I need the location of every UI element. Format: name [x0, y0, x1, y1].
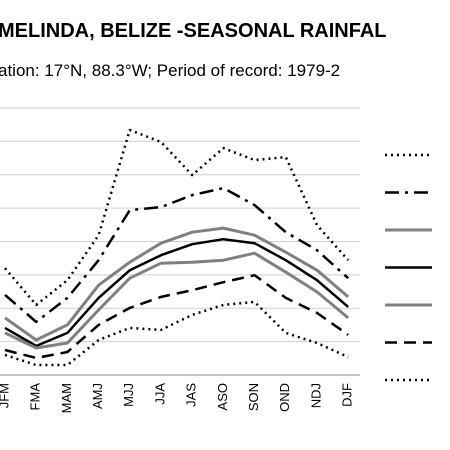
series-line	[4, 226, 350, 342]
chart-subtitle: ation: 17°N, 88.3°W; Period of record: 1…	[0, 61, 340, 80]
series-line	[4, 300, 349, 367]
x-tick-label: OND	[277, 383, 292, 412]
x-tick-label: SON	[246, 383, 261, 411]
series-line	[4, 273, 349, 360]
series-line	[4, 251, 350, 350]
x-tick-label: FMA	[28, 383, 43, 411]
series-line	[4, 237, 350, 348]
x-tick-label: JFM	[0, 383, 11, 408]
chart-title: MELINDA, BELIZE -SEASONAL RAINFAL	[0, 20, 387, 42]
x-tick-label: MJJ	[121, 383, 136, 407]
x-tick-label: AMJ	[90, 383, 105, 409]
x-tick-label: JAS	[184, 383, 199, 407]
series-line	[4, 186, 350, 324]
x-tick-label: MAM	[59, 383, 74, 413]
x-tick-label: ASO	[215, 383, 230, 410]
x-tick-label: NDJ	[308, 383, 323, 408]
x-tick-label: JJA	[152, 383, 167, 405]
x-tick-label: DJF	[340, 383, 355, 407]
